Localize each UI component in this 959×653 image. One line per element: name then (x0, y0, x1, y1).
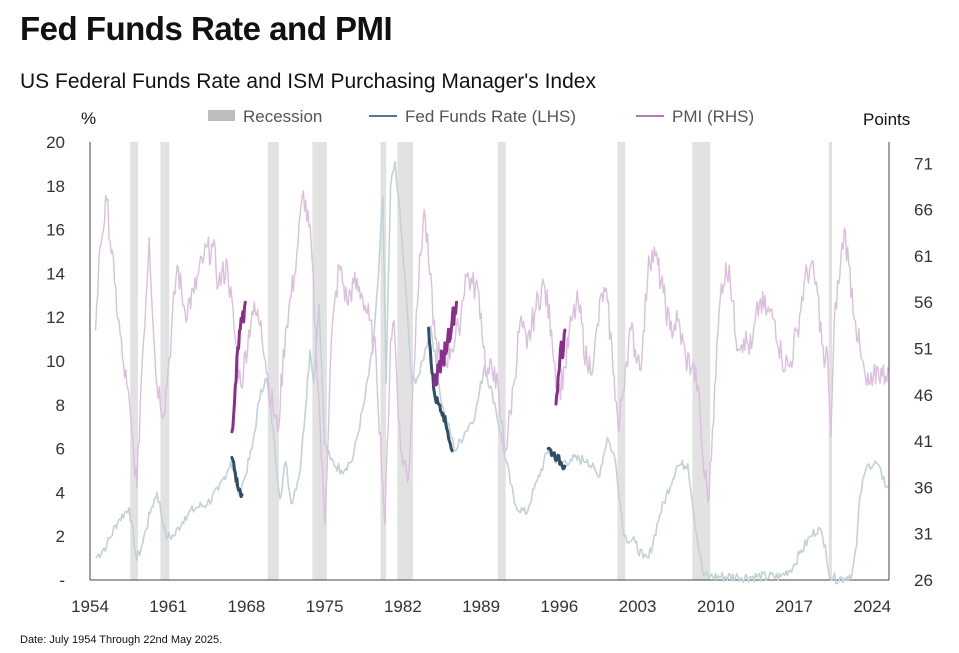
fed-funds-line (95, 160, 889, 585)
x-tick-label: 2017 (775, 597, 813, 616)
recession-band-1 (160, 142, 170, 580)
legend-recession-swatch (208, 110, 235, 121)
x-tick-label: 1968 (228, 597, 266, 616)
legend-fed-label: Fed Funds Rate (LHS) (405, 107, 576, 126)
recession-band-0 (130, 142, 139, 580)
x-tick-label: 1996 (540, 597, 578, 616)
fed-highlight-0 (230, 455, 244, 499)
x-tick-label: 2003 (619, 597, 657, 616)
legend-pmi-label: PMI (RHS) (672, 107, 754, 126)
right-tick-label: 51 (914, 339, 933, 358)
right-tick-label: 36 (914, 478, 933, 497)
pmi-highlight-4 (432, 300, 458, 387)
right-tick-label: 66 (914, 201, 933, 220)
right-tick-label: 56 (914, 293, 933, 312)
chart-subtitle: US Federal Funds Rate and ISM Purchasing… (20, 70, 596, 93)
recession-band-4 (380, 142, 387, 580)
fed-funds-series (95, 160, 889, 585)
x-tick-label: 1954 (71, 597, 109, 616)
left-tick-label: 2 (56, 527, 65, 546)
pmi-line (94, 190, 889, 526)
right-tick-label: 26 (914, 571, 933, 590)
legend-recession-label: Recession (243, 107, 322, 126)
x-tick-label: 1961 (149, 597, 187, 616)
left-tick-label: 12 (46, 308, 65, 327)
left-tick-label: 18 (46, 177, 65, 196)
left-tick-label: 4 (56, 483, 65, 502)
pmi-highlight-5 (554, 328, 567, 406)
x-tick-label: 1989 (462, 597, 500, 616)
left-tick-label: 14 (46, 264, 65, 283)
fed-highlight-1 (427, 326, 454, 453)
left-axis-label: % (81, 109, 96, 128)
left-tick-label: 20 (46, 133, 65, 152)
x-tick-label: 1975 (306, 597, 344, 616)
right-tick-label: 71 (914, 154, 933, 173)
fed-highlight-2 (546, 446, 567, 471)
axes (89, 142, 890, 581)
left-tick-label: 10 (46, 352, 65, 371)
left-tick-label: 8 (56, 396, 65, 415)
left-tick-label: 16 (46, 221, 65, 240)
x-tick-label: 2024 (853, 597, 891, 616)
pmi-series (94, 190, 889, 526)
right-tick-label: 46 (914, 386, 933, 405)
x-tick-label: 1982 (384, 597, 422, 616)
left-tick-label: - (59, 571, 65, 590)
recession-bands (130, 142, 833, 580)
tick-labels: -246810121416182026313641465156616671195… (46, 133, 933, 616)
recession-band-6 (497, 142, 506, 580)
pmi-highlight-3 (230, 300, 247, 434)
recession-band-9 (828, 142, 833, 580)
footnote: Date: July 1954 Through 22nd May 2025. (20, 634, 223, 646)
right-tick-label: 31 (914, 525, 933, 544)
right-axis-label: Points (863, 110, 910, 129)
chart-title: Fed Funds Rate and PMI (20, 10, 393, 47)
left-tick-label: 6 (56, 440, 65, 459)
highlight-segments (230, 300, 567, 499)
recession-band-2 (267, 142, 279, 580)
right-tick-label: 41 (914, 432, 933, 451)
x-tick-label: 2010 (697, 597, 735, 616)
legend: Recession Fed Funds Rate (LHS) PMI (RHS) (208, 107, 754, 126)
right-tick-label: 61 (914, 247, 933, 266)
recession-band-8 (692, 142, 711, 580)
recession-band-7 (617, 142, 626, 580)
